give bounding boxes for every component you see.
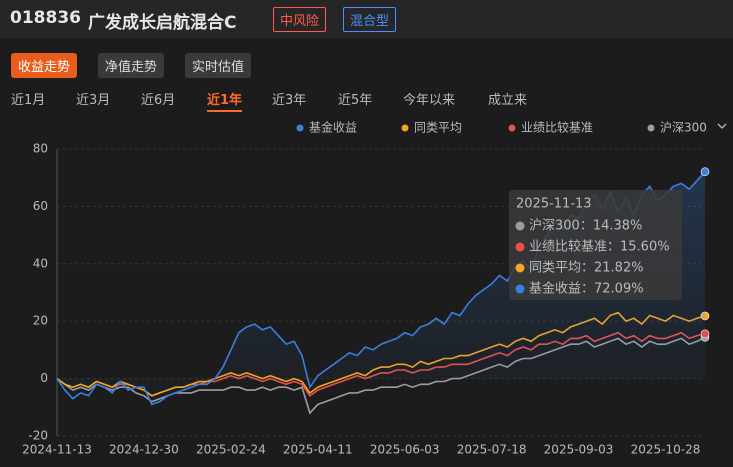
x-tick-label: 2025-02-24 — [196, 443, 266, 457]
legend-marker — [647, 124, 655, 132]
tab[interactable]: 实时估值 — [185, 53, 252, 78]
fund-code: 018836 — [10, 8, 81, 28]
area — [57, 171, 705, 405]
period[interactable]: 今年以来 — [403, 93, 456, 108]
period[interactable]: 近6月 — [141, 93, 176, 108]
legend-marker — [296, 124, 304, 132]
legend-marker — [508, 124, 516, 132]
x-tick-label: 2025-07-18 — [457, 443, 527, 457]
y-tick-label: 60 — [33, 199, 48, 213]
x-tick-label: 2025-09-03 — [544, 443, 614, 457]
tooltip-row: 同类平均：21.82% — [529, 261, 644, 276]
end-point — [700, 167, 710, 177]
tooltip-marker — [515, 263, 525, 273]
tab[interactable]: 净值走势 — [98, 53, 165, 78]
y-tick-label: 0 — [40, 371, 48, 385]
legend-marker — [401, 124, 409, 132]
tooltip-title: 2025-11-13 — [516, 197, 592, 212]
legend-label: 业绩比较基准 — [521, 120, 593, 135]
x-tick-label: 2024-11-13 — [22, 443, 92, 457]
period[interactable]: 近1年 — [207, 89, 243, 112]
legend-label: 同类平均 — [414, 121, 462, 135]
fund-name: 广发成长启航混合C — [88, 13, 237, 33]
period[interactable]: 近3月 — [76, 93, 111, 108]
type-tag: 混合型 — [343, 7, 397, 32]
period[interactable]: 近1月 — [11, 93, 46, 108]
y-tick-label: 40 — [33, 256, 48, 270]
tab[interactable]: 收益走势 — [11, 53, 78, 78]
period[interactable]: 成立来 — [488, 93, 528, 108]
tooltip-marker — [515, 284, 525, 294]
tooltip-row: 业绩比较基准：15.60% — [529, 240, 670, 255]
tooltip-box — [509, 190, 682, 300]
tooltip-row: 沪深300：14.38% — [529, 218, 642, 234]
tooltip-marker — [515, 242, 525, 252]
x-tick-label: 2024-12-30 — [109, 443, 179, 457]
tooltip-marker — [515, 221, 525, 231]
legend-label: 沪深300 — [660, 121, 707, 135]
tooltip-row: 基金收益：72.09% — [529, 281, 644, 297]
tooltip: 2025-11-13 沪深300：14.38% 业绩比较基准：15.60% 同类平均：… — [509, 190, 682, 300]
x-tick-label: 2025-06-03 — [370, 443, 440, 457]
y-tick-label: 80 — [33, 142, 48, 156]
y-tick-label: 20 — [33, 314, 48, 328]
period[interactable]: 近3年 — [272, 93, 307, 108]
legend-label: 基金收益 — [309, 120, 357, 135]
x-tick-label: 2025-04-11 — [283, 443, 353, 457]
period[interactable]: 近5年 — [338, 93, 373, 108]
risk-tag: 中风险 — [273, 7, 327, 32]
y-tick-label: -20 — [28, 429, 48, 443]
legend-chevron[interactable] — [717, 123, 727, 129]
x-tick-label: 2025-10-28 — [631, 443, 701, 457]
